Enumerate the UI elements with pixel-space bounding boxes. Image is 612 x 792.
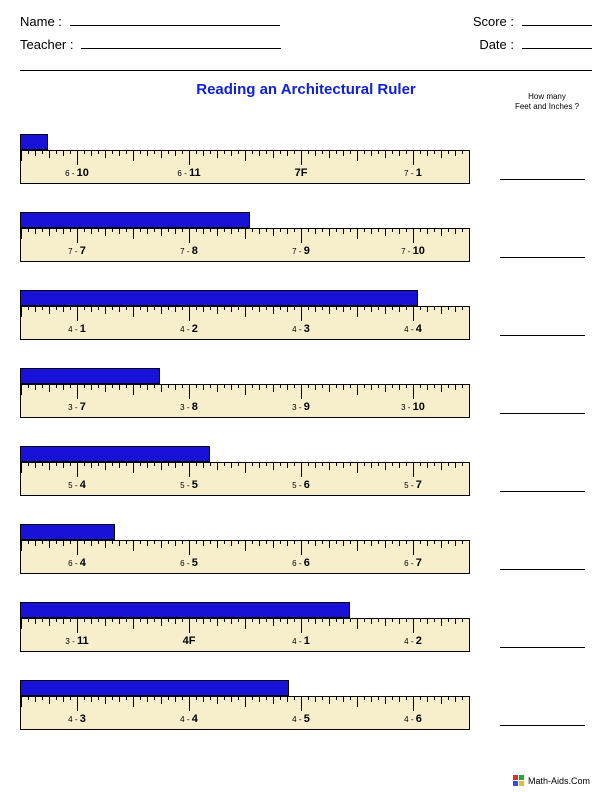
measurement-bar [20, 212, 250, 228]
ruler: 3 - 7 3 - 8 3 - 9 3 - 10 [20, 384, 470, 418]
ruler-label: 6 - 6 [292, 557, 310, 569]
ruler: 4 - 1 4 - 2 4 - 3 4 - 4 [20, 306, 470, 340]
name-label: Name : [20, 14, 62, 29]
ruler-label: 4F [183, 635, 196, 647]
measurement-bar [20, 446, 210, 462]
answer-line[interactable] [500, 244, 585, 258]
answer-line[interactable] [500, 712, 585, 726]
ruler-area: 6 - 4 6 - 5 6 - 6 6 - 7 [20, 524, 470, 574]
ruler: 4 - 3 4 - 4 4 - 5 4 - 6 [20, 696, 470, 730]
ruler-label: 5 - 4 [68, 479, 86, 491]
ruler-area: 3 - 11 4F 4 - 1 4 - 2 [20, 602, 470, 652]
problem-row: 5 - 4 5 - 5 5 - 6 5 - 7 [0, 438, 612, 496]
problem-row: 3 - 7 3 - 8 3 - 9 3 - 10 [0, 360, 612, 418]
footer-link[interactable]: Math-Aids.Com [528, 776, 590, 786]
measurement-bar [20, 524, 115, 540]
header-divider [20, 70, 592, 71]
ruler-label: 7 - 1 [404, 167, 422, 179]
measurement-bar [20, 290, 418, 306]
problem-row: 7 - 7 7 - 8 7 - 9 7 - 10 [0, 204, 612, 262]
ruler-label: 4 - 4 [180, 713, 198, 725]
ruler-area: 6 - 10 6 - 11 7F 7 - 1 [20, 134, 470, 184]
ruler: 5 - 4 5 - 5 5 - 6 5 - 7 [20, 462, 470, 496]
ruler-label: 4 - 1 [68, 323, 86, 335]
problem-row: 6 - 4 6 - 5 6 - 6 6 - 7 [0, 516, 612, 574]
problem-row: 4 - 1 4 - 2 4 - 3 4 - 4 [0, 282, 612, 340]
ruler-area: 4 - 1 4 - 2 4 - 3 4 - 4 [20, 290, 470, 340]
ruler-label: 6 - 11 [177, 167, 200, 179]
answer-line[interactable] [500, 166, 585, 180]
answer-line[interactable] [500, 634, 585, 648]
ruler-area: 7 - 7 7 - 8 7 - 9 7 - 10 [20, 212, 470, 262]
score-input-line[interactable] [522, 12, 592, 26]
ruler-label: 6 - 4 [68, 557, 86, 569]
answer-line[interactable] [500, 478, 585, 492]
ruler-label: 4 - 2 [404, 635, 422, 647]
ruler-label: 4 - 3 [68, 713, 86, 725]
teacher-label: Teacher : [20, 37, 73, 52]
ruler-label: 7 - 8 [180, 245, 198, 257]
ruler-label: 4 - 3 [292, 323, 310, 335]
footer: Math-Aids.Com [513, 775, 590, 786]
ruler-label: 3 - 8 [180, 401, 198, 413]
ruler-label: 3 - 7 [68, 401, 86, 413]
ruler-area: 4 - 3 4 - 4 4 - 5 4 - 6 [20, 680, 470, 730]
date-label: Date : [479, 37, 514, 52]
ruler-label: 6 - 7 [404, 557, 422, 569]
score-label: Score : [473, 14, 514, 29]
problem-row: 4 - 3 4 - 4 4 - 5 4 - 6 [0, 672, 612, 730]
measurement-bar [20, 602, 350, 618]
ruler-label: 5 - 5 [180, 479, 198, 491]
name-input-line[interactable] [70, 12, 280, 26]
problems-container: 6 - 10 6 - 11 7F 7 - 1 7 - 7 7 - 8 7 - 9 7 - 10… [0, 126, 612, 730]
worksheet-header: Name : Score : Teacher : Date : [0, 0, 612, 66]
ruler-label: 7 - 10 [401, 245, 425, 257]
ruler-label: 4 - 6 [404, 713, 422, 725]
logo-icon [513, 775, 524, 786]
answer-line[interactable] [500, 400, 585, 414]
answer-line[interactable] [500, 322, 585, 336]
ruler-label: 4 - 2 [180, 323, 198, 335]
ruler-label: 4 - 5 [292, 713, 310, 725]
measurement-bar [20, 368, 160, 384]
problem-row: 6 - 10 6 - 11 7F 7 - 1 [0, 126, 612, 184]
answer-line[interactable] [500, 556, 585, 570]
teacher-input-line[interactable] [81, 35, 281, 49]
column-header-instructions: How many Feet and Inches ? [512, 92, 582, 111]
measurement-bar [20, 680, 289, 696]
ruler: 6 - 4 6 - 5 6 - 6 6 - 7 [20, 540, 470, 574]
ruler: 7 - 7 7 - 8 7 - 9 7 - 10 [20, 228, 470, 262]
ruler-label: 7 - 7 [68, 245, 86, 257]
ruler-label: 7 - 9 [292, 245, 310, 257]
ruler-label: 3 - 9 [292, 401, 310, 413]
ruler-label: 6 - 10 [65, 167, 89, 179]
ruler-label: 5 - 7 [404, 479, 422, 491]
ruler: 6 - 10 6 - 11 7F 7 - 1 [20, 150, 470, 184]
ruler-area: 5 - 4 5 - 5 5 - 6 5 - 7 [20, 446, 470, 496]
problem-row: 3 - 11 4F 4 - 1 4 - 2 [0, 594, 612, 652]
ruler-area: 3 - 7 3 - 8 3 - 9 3 - 10 [20, 368, 470, 418]
ruler-label: 5 - 6 [292, 479, 310, 491]
ruler-label: 3 - 10 [401, 401, 425, 413]
ruler-label: 4 - 4 [404, 323, 422, 335]
ruler-label: 4 - 1 [292, 635, 310, 647]
ruler-label: 6 - 5 [180, 557, 198, 569]
ruler-label: 7F [295, 167, 308, 179]
ruler-label: 3 - 11 [65, 635, 88, 647]
ruler: 3 - 11 4F 4 - 1 4 - 2 [20, 618, 470, 652]
measurement-bar [20, 134, 48, 150]
date-input-line[interactable] [522, 35, 592, 49]
